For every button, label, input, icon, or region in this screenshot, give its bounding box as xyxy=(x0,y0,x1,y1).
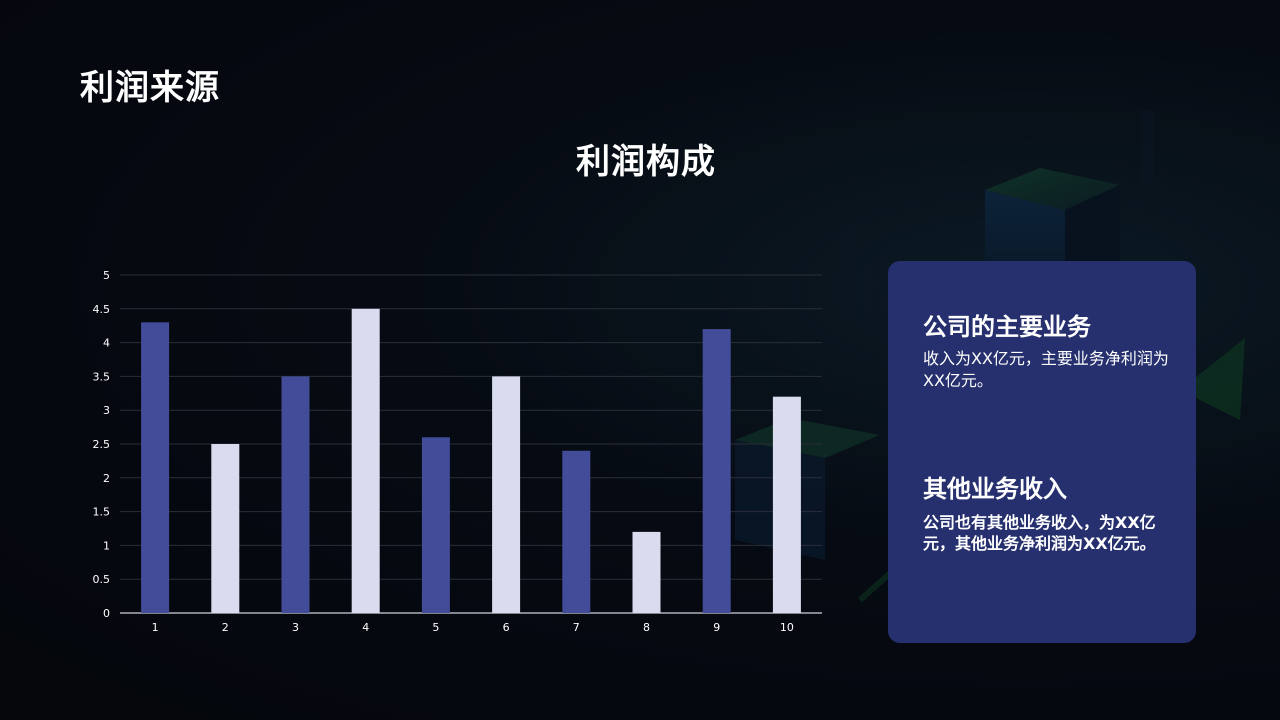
other-business-heading: 其他业务收入 xyxy=(923,475,1067,503)
info-card: 公司的主要业务 收入为XX亿元，主要业务净利润为XX亿元。 其他业务收入 公司也… xyxy=(888,261,1196,643)
bar xyxy=(141,322,170,613)
y-tick-label: 4 xyxy=(103,337,110,350)
other-business-text: 公司也有其他业务收入，为XX亿元，其他业务净利润为XX亿元。 xyxy=(923,513,1156,553)
x-tick-label: 9 xyxy=(713,621,720,634)
bar xyxy=(421,437,450,613)
y-tick-label: 5 xyxy=(103,269,110,282)
x-tick-label: 3 xyxy=(292,621,299,634)
x-tick-label: 6 xyxy=(503,621,510,634)
bar xyxy=(772,396,801,613)
y-tick-label: 4.5 xyxy=(93,303,111,316)
y-tick-label: 3 xyxy=(103,404,110,417)
main-business-text: 收入为XX亿元，主要业务净利润为XX亿元。 xyxy=(923,349,1169,390)
bar xyxy=(492,376,521,613)
bar xyxy=(702,329,731,613)
bar xyxy=(281,376,310,613)
x-tick-label: 2 xyxy=(222,621,229,634)
y-tick-label: 1.5 xyxy=(93,506,111,519)
x-tick-label: 1 xyxy=(152,621,159,634)
page-title: 利润来源 xyxy=(80,68,220,108)
y-tick-label: 2.5 xyxy=(93,438,111,451)
bar xyxy=(351,308,380,613)
x-tick-label: 7 xyxy=(573,621,580,634)
x-tick-label: 10 xyxy=(780,621,794,634)
y-tick-label: 2 xyxy=(103,472,110,485)
y-tick-label: 0.5 xyxy=(93,573,111,586)
chart-title: 利润构成 xyxy=(576,142,716,182)
bar xyxy=(632,531,661,613)
x-tick-label: 5 xyxy=(432,621,439,634)
x-tick-label: 4 xyxy=(362,621,369,634)
x-tick-label: 8 xyxy=(643,621,650,634)
y-tick-label: 1 xyxy=(103,539,110,552)
bar xyxy=(211,444,240,613)
bar xyxy=(562,450,591,613)
main-business-heading: 公司的主要业务 xyxy=(923,313,1091,341)
y-tick-label: 0 xyxy=(103,607,110,620)
y-tick-label: 3.5 xyxy=(93,370,111,383)
